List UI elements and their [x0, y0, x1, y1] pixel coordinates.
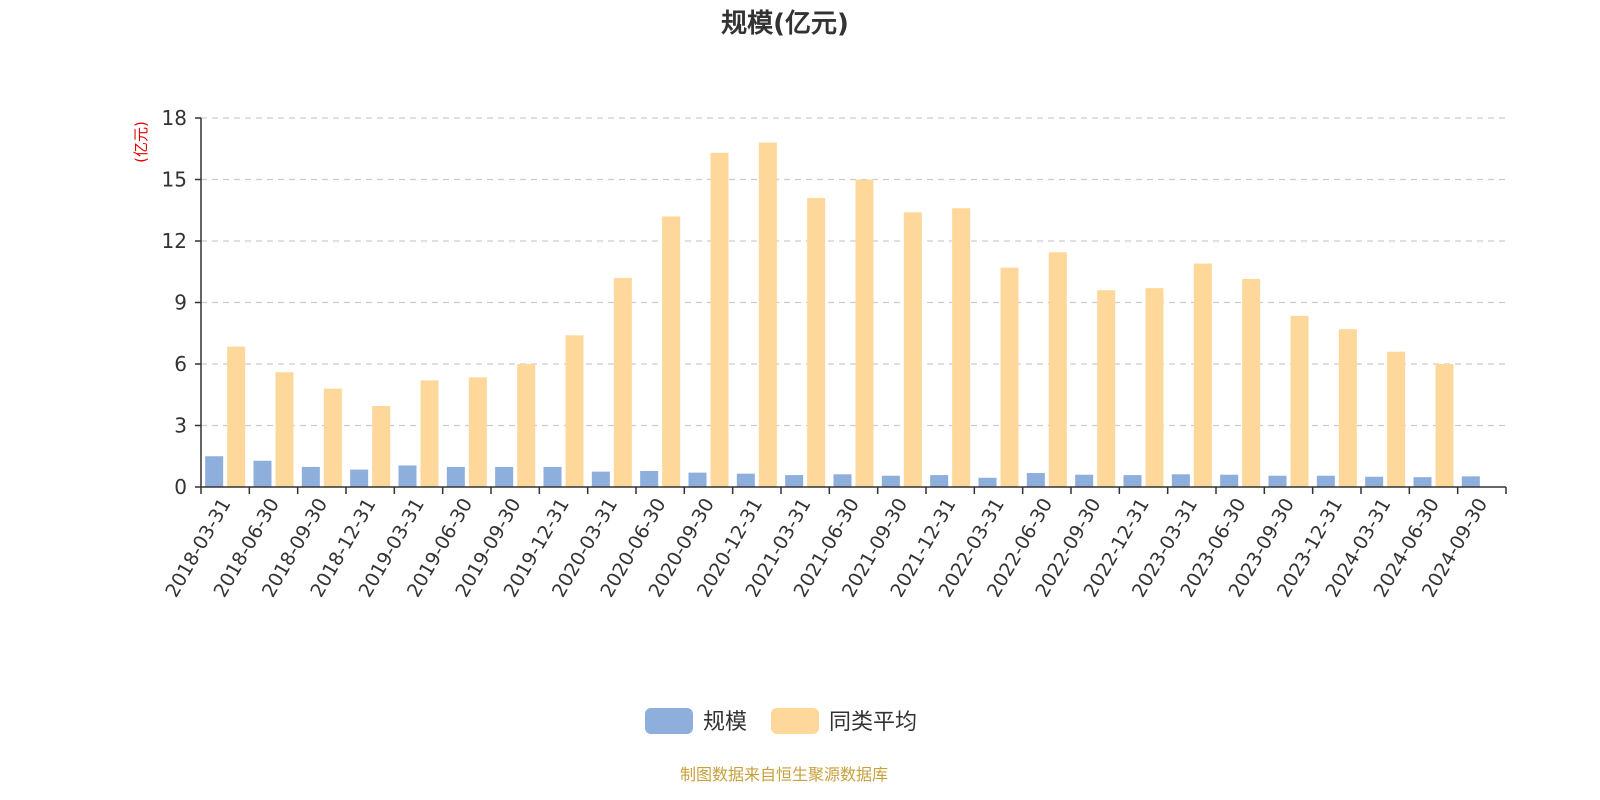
legend-swatch-scale[interactable]: [645, 708, 693, 734]
legend: 规模 同类平均: [645, 708, 917, 735]
bar-scale[interactable]: [1123, 475, 1142, 487]
bar-peer-average[interactable]: [275, 372, 294, 487]
bar-scale[interactable]: [495, 466, 514, 487]
bar-scale[interactable]: [1026, 473, 1045, 487]
bar-peer-average[interactable]: [662, 216, 681, 487]
bar-scale[interactable]: [1461, 476, 1480, 487]
bar-scale[interactable]: [1316, 475, 1335, 487]
bar-scale[interactable]: [640, 471, 659, 487]
bar-peer-average[interactable]: [952, 208, 971, 487]
bar-peer-average[interactable]: [517, 364, 536, 487]
bar-peer-average[interactable]: [1290, 315, 1309, 487]
bar-scale[interactable]: [1220, 474, 1239, 487]
y-tick-label: 0: [174, 475, 187, 499]
bar-scale[interactable]: [591, 471, 610, 487]
bar-peer-average[interactable]: [1242, 278, 1261, 487]
bar-scale[interactable]: [881, 475, 900, 487]
bar-scale[interactable]: [398, 465, 417, 487]
bar-scale[interactable]: [446, 466, 465, 487]
y-tick-label: 18: [162, 106, 187, 130]
axes: [195, 117, 1507, 494]
data-source-note: 制图数据来自恒生聚源数据库: [680, 765, 888, 784]
bar-peer-average[interactable]: [1097, 290, 1116, 487]
bar-scale[interactable]: [1268, 475, 1287, 487]
bar-scale[interactable]: [1075, 474, 1094, 487]
bar-scale[interactable]: [736, 473, 755, 487]
x-tick-labels: 2018-03-312018-06-302018-09-302018-12-31…: [161, 495, 1492, 602]
bar-scale[interactable]: [205, 456, 224, 487]
bar-scale[interactable]: [301, 466, 320, 487]
bar-scale[interactable]: [833, 474, 852, 487]
y-tick-label: 9: [174, 291, 187, 315]
bar-scale[interactable]: [543, 466, 562, 487]
bar-peer-average[interactable]: [613, 277, 632, 487]
bar-scale[interactable]: [688, 472, 707, 487]
bar-peer-average[interactable]: [372, 406, 391, 487]
bar-peer-average[interactable]: [1435, 364, 1454, 487]
y-axis-unit-label: (亿元): [132, 121, 150, 163]
bar-peer-average[interactable]: [903, 212, 922, 488]
bar-peer-average[interactable]: [710, 152, 729, 487]
y-tick-label: 3: [174, 414, 187, 438]
gridlines: [201, 117, 1506, 427]
bar-scale[interactable]: [1413, 477, 1432, 487]
bar-peer-average[interactable]: [807, 197, 826, 487]
bar-peer-average[interactable]: [1387, 351, 1406, 487]
bar-peer-average[interactable]: [1338, 329, 1357, 487]
bar-peer-average[interactable]: [1193, 263, 1212, 487]
bar-peer-average[interactable]: [323, 388, 342, 487]
bar-peer-average[interactable]: [420, 380, 439, 487]
legend-label-scale[interactable]: 规模: [703, 710, 747, 735]
y-tick-labels: 0 3 6 9 12 15 18: [162, 106, 187, 499]
bars: [205, 142, 1480, 488]
chart-title: 规模(亿元): [721, 9, 849, 39]
bar-peer-average[interactable]: [227, 346, 246, 487]
bar-peer-average[interactable]: [468, 377, 487, 487]
bar-scale[interactable]: [253, 460, 272, 487]
bar-peer-average[interactable]: [1048, 252, 1067, 487]
y-tick-label: 12: [162, 229, 187, 253]
bar-scale[interactable]: [350, 469, 369, 487]
y-tick-label: 15: [162, 168, 187, 192]
bar-scale[interactable]: [1365, 476, 1384, 487]
y-tick-label: 6: [174, 352, 187, 376]
bar-peer-average[interactable]: [1145, 288, 1164, 487]
bar-scale[interactable]: [978, 477, 997, 487]
bar-peer-average[interactable]: [1000, 267, 1019, 487]
bar-peer-average[interactable]: [758, 142, 777, 487]
bar-scale[interactable]: [930, 475, 949, 487]
legend-swatch-peer-average[interactable]: [771, 708, 819, 734]
bar-scale[interactable]: [785, 475, 804, 487]
legend-label-peer-average[interactable]: 同类平均: [829, 710, 917, 735]
bar-peer-average[interactable]: [565, 335, 584, 487]
bar-peer-average[interactable]: [855, 179, 874, 488]
bar-scale[interactable]: [1171, 474, 1190, 487]
